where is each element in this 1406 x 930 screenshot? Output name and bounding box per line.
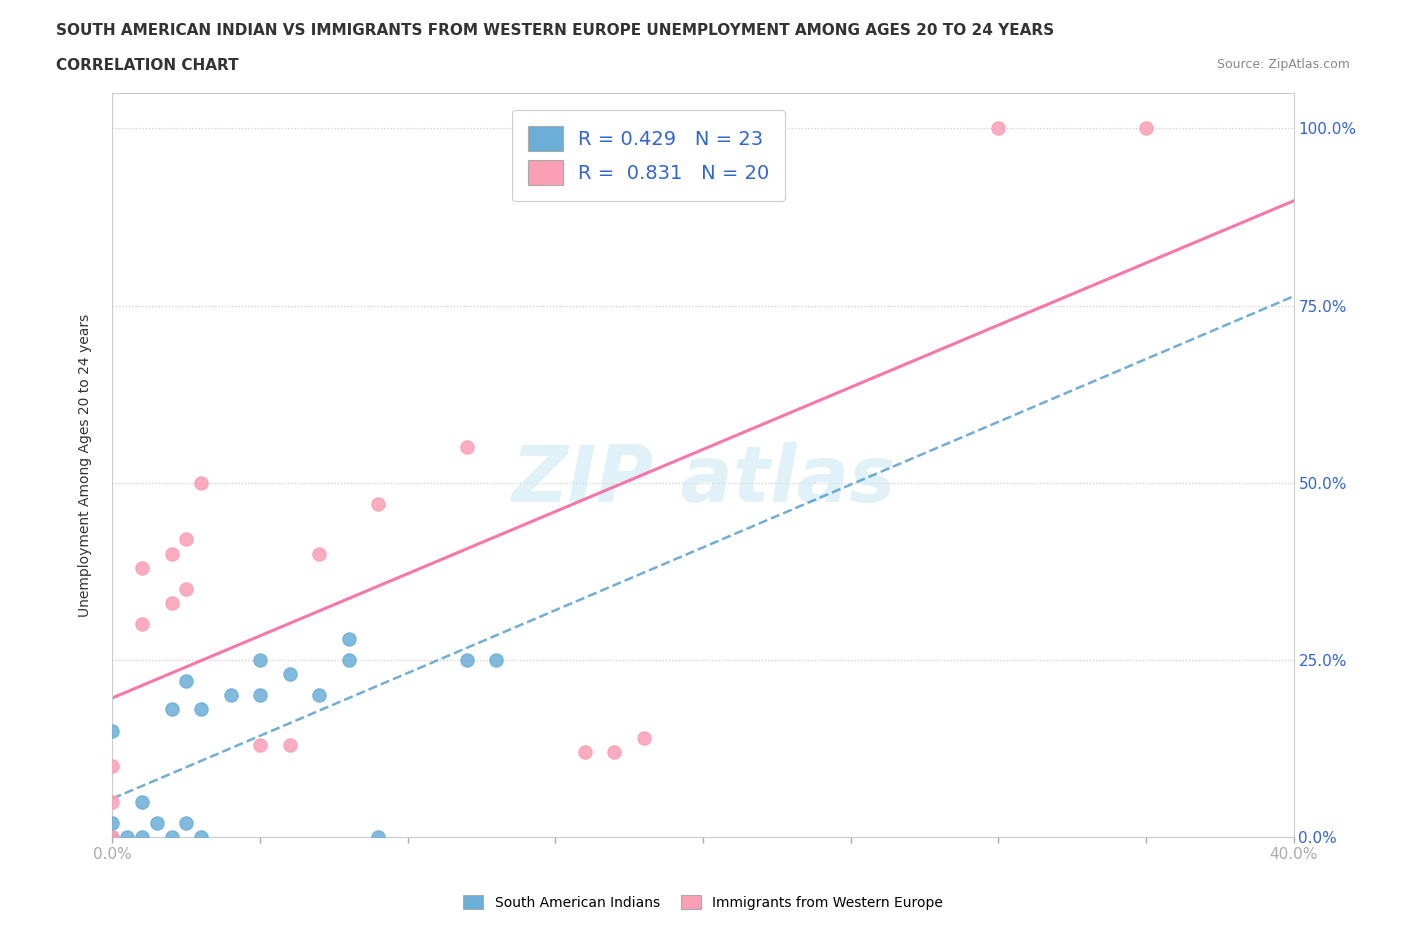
Point (174, 816, 197, 830)
Point (146, 816, 169, 830)
Point (987, 121, 1010, 136)
Point (278, 667, 301, 682)
Point (190, 830, 212, 844)
Point (160, 702, 183, 717)
Text: ZIP atlas: ZIP atlas (510, 442, 896, 518)
Point (131, 617, 153, 631)
Text: Source: ZipAtlas.com: Source: ZipAtlas.com (1216, 58, 1350, 71)
Point (101, 794, 124, 809)
Point (633, 730, 655, 745)
Point (456, 440, 478, 455)
Point (101, 830, 124, 844)
Point (308, 546, 330, 561)
Point (117, 830, 138, 844)
Point (367, 497, 389, 512)
Point (131, 560, 153, 575)
Point (1135, 121, 1157, 136)
Point (337, 631, 360, 646)
Point (190, 475, 212, 490)
Text: CORRELATION CHART: CORRELATION CHART (56, 58, 239, 73)
Point (101, 830, 124, 844)
Point (174, 673, 197, 688)
Point (456, 653, 478, 668)
Point (190, 702, 212, 717)
Point (249, 653, 271, 668)
Point (603, 745, 626, 760)
Point (308, 688, 330, 703)
Point (101, 759, 124, 774)
Point (160, 546, 183, 561)
Legend: South American Indians, Immigrants from Western Europe: South American Indians, Immigrants from … (457, 890, 949, 916)
Point (131, 830, 153, 844)
Point (160, 596, 183, 611)
Point (367, 830, 389, 844)
Point (160, 830, 183, 844)
Point (249, 737, 271, 752)
Legend: R = 0.429   N = 23, R =  0.831   N = 20: R = 0.429 N = 23, R = 0.831 N = 20 (512, 110, 785, 201)
Point (174, 532, 197, 547)
Point (174, 581, 197, 596)
Point (219, 688, 242, 703)
Point (278, 737, 301, 752)
Point (101, 724, 124, 738)
Point (131, 794, 153, 809)
Point (574, 745, 596, 760)
Point (101, 816, 124, 830)
Point (485, 653, 508, 668)
Y-axis label: Unemployment Among Ages 20 to 24 years: Unemployment Among Ages 20 to 24 years (77, 313, 91, 617)
Point (249, 688, 271, 703)
Text: SOUTH AMERICAN INDIAN VS IMMIGRANTS FROM WESTERN EUROPE UNEMPLOYMENT AMONG AGES : SOUTH AMERICAN INDIAN VS IMMIGRANTS FROM… (56, 23, 1054, 38)
Point (337, 653, 360, 668)
